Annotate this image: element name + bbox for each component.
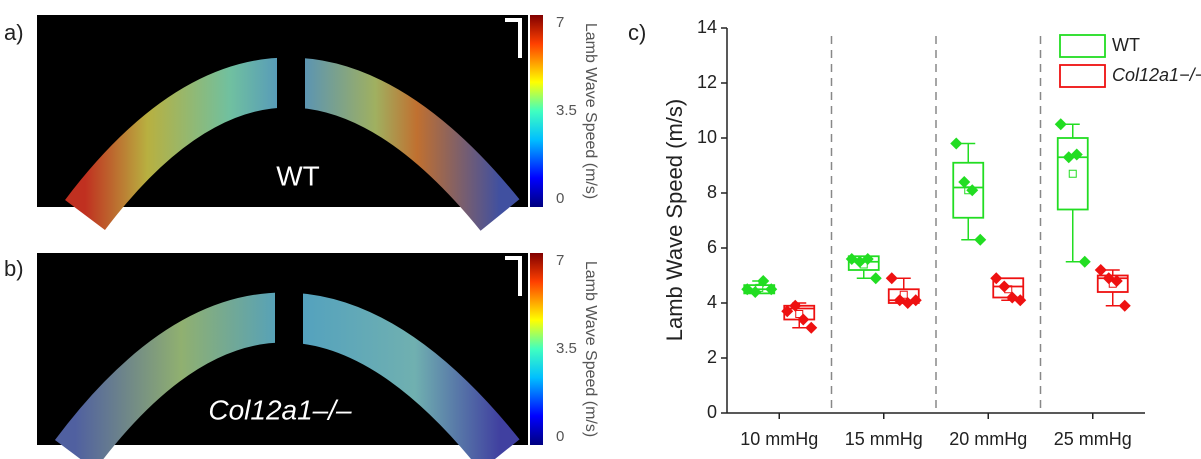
box: [1056, 137, 1089, 211]
colorbar-tick-label: 7: [556, 252, 564, 269]
image-caption: Col12a1–/–: [208, 394, 352, 425]
mean: [1068, 169, 1077, 178]
data-point: [1094, 264, 1107, 276]
y-tick-label: 2: [707, 347, 717, 367]
y-tick-label: 12: [697, 72, 717, 92]
data-point: [861, 253, 874, 265]
colorbar-tick-label: 3.5: [556, 340, 577, 357]
data-point: [869, 272, 882, 285]
image-caption: WT: [276, 160, 320, 191]
panel-label: a): [4, 20, 24, 45]
legend-swatch: [1059, 34, 1106, 58]
colorbar-tick-label: 7: [556, 14, 564, 31]
panel-label: c): [628, 20, 646, 45]
data-point: [1078, 255, 1091, 268]
data-point: [1070, 148, 1083, 161]
panel-a-image: [37, 15, 528, 231]
data-point: [1014, 294, 1027, 307]
data-point: [1118, 299, 1131, 312]
data-point: [797, 313, 810, 326]
data-point: [757, 275, 770, 287]
panel-label: b): [4, 256, 24, 281]
x-tick-label: 10 mmHg: [740, 429, 818, 449]
y-tick-label: 4: [707, 292, 717, 312]
y-tick-label: 0: [707, 402, 717, 422]
data-point: [974, 233, 987, 246]
data-point: [781, 305, 794, 318]
data-point: [909, 294, 922, 307]
data-point: [765, 283, 778, 296]
legend-label: WT: [1112, 35, 1140, 55]
data-point: [749, 286, 762, 298]
y-tick-label: 6: [707, 237, 717, 257]
colorbar-tick-label: 0: [556, 190, 564, 207]
data-point: [885, 272, 898, 285]
data-point: [990, 272, 1003, 285]
data-point: [958, 176, 971, 188]
data-point: [966, 184, 979, 197]
x-tick-label: 25 mmHg: [1054, 429, 1132, 449]
colorbar-label: Lamb Wave Speed (m/s): [582, 261, 599, 437]
data-point: [950, 137, 963, 150]
y-tick-label: 8: [707, 182, 717, 202]
data-point: [789, 299, 802, 312]
colorbar: [530, 253, 543, 445]
x-tick-label: 15 mmHg: [845, 429, 923, 449]
y-axis-label: Lamb Wave Speed (m/s): [662, 99, 687, 342]
panel-b-image: [37, 253, 528, 459]
colorbar-tick-label: 0: [556, 428, 564, 445]
y-tick-label: 10: [697, 127, 717, 147]
x-tick-label: 20 mmHg: [949, 429, 1027, 449]
data-point: [1054, 118, 1067, 131]
data-point: [998, 280, 1011, 293]
legend-swatch: [1059, 64, 1106, 88]
legend-label: Col12a1−/−: [1112, 65, 1201, 85]
colorbar-label: Lamb Wave Speed (m/s): [582, 23, 599, 199]
colorbar: [530, 15, 543, 207]
colorbar-tick-label: 3.5: [556, 102, 577, 119]
data-point: [805, 321, 818, 334]
y-tick-label: 14: [697, 17, 717, 37]
data-point: [1110, 275, 1123, 287]
